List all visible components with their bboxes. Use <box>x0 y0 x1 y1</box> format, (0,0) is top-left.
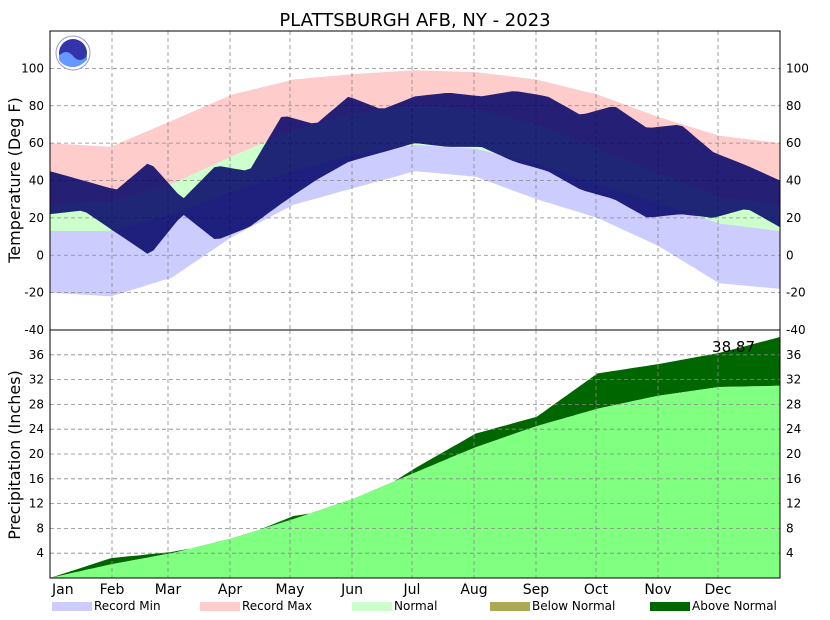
precipitation-total-label: 38.87 <box>712 338 755 356</box>
temp-tick-label-left: -40 <box>24 323 44 337</box>
precip-tick-label-right: 32 <box>786 373 801 387</box>
precip-tick-label-right: 4 <box>786 546 794 560</box>
temp-tick-label-right: -40 <box>786 323 806 337</box>
precip-tick-label-left: 24 <box>29 422 44 436</box>
legend-label: Record Max <box>242 599 312 613</box>
precip-tick-label-right: 24 <box>786 422 801 436</box>
month-label: Aug <box>460 582 487 598</box>
month-label: Apr <box>218 582 242 598</box>
precip-tick-label-left: 28 <box>29 397 44 411</box>
temp-tick-label-right: 0 <box>786 248 794 262</box>
legend-swatch <box>52 602 92 611</box>
chart-title: PLATTSBURGH AFB, NY - 2023 <box>279 10 550 31</box>
month-label: Jul <box>403 582 421 598</box>
precip-tick-label-right: 16 <box>786 472 801 486</box>
month-label: Mar <box>155 582 182 598</box>
temperature-panel: -40 -40 -20 -20 0 0 20 20 40 40 60 60 80 80 100 100 <box>21 30 809 337</box>
legend-label: Normal <box>394 599 437 613</box>
precipitation-axis-label: Precipitation (Inches) <box>5 370 24 540</box>
legend-swatch <box>200 602 240 611</box>
temp-tick-label-left: 60 <box>29 136 44 150</box>
precip-tick-label-left: 16 <box>29 472 44 486</box>
precip-tick-label-right: 36 <box>786 348 801 362</box>
month-label: Sep <box>523 582 550 598</box>
precip-tick-label-right: 20 <box>786 447 801 461</box>
temperature-axis-label: Temperature (Deg F) <box>5 97 24 264</box>
precip-tick-label-right: 28 <box>786 397 801 411</box>
precip-tick-label-left: 12 <box>29 497 44 511</box>
legend-swatch <box>490 602 530 611</box>
month-label: May <box>276 582 305 598</box>
temp-tick-label-left: -20 <box>24 286 44 300</box>
temp-tick-label-left: 80 <box>29 99 44 113</box>
month-label: Jan <box>51 582 74 598</box>
temp-tick-label-right: 60 <box>786 136 801 150</box>
precip-tick-label-left: 32 <box>29 373 44 387</box>
temp-tick-label-left: 0 <box>36 248 44 262</box>
legend-swatch <box>650 602 690 611</box>
month-label: Feb <box>100 582 125 598</box>
precip-above-normal-area <box>50 337 780 578</box>
precip-tick-label-left: 20 <box>29 447 44 461</box>
temp-tick-label-right: 20 <box>786 211 801 225</box>
precipitation-panel: 4 4 8 8 12 12 16 16 20 20 24 24 28 28 32 32 36 36 38.87 <box>29 329 801 579</box>
temp-tick-label-right: 100 <box>786 61 809 75</box>
temp-tick-label-right: 80 <box>786 99 801 113</box>
month-label: Dec <box>704 582 731 598</box>
precip-tick-label-right: 8 <box>786 521 794 535</box>
legend-label: Above Normal <box>692 599 777 613</box>
precip-tick-label-left: 8 <box>36 521 44 535</box>
precip-tick-label-left: 36 <box>29 348 44 362</box>
temp-tick-label-right: -20 <box>786 286 806 300</box>
legend-swatch <box>352 602 392 611</box>
temp-tick-label-left: 40 <box>29 174 44 188</box>
month-label: Jun <box>340 582 363 598</box>
precip-tick-label-right: 12 <box>786 497 801 511</box>
record-max-band <box>50 70 780 205</box>
legend-label: Record Min <box>94 599 161 613</box>
noaa-logo-icon <box>55 35 91 71</box>
precip-normal-area <box>50 385 780 578</box>
temp-tick-label-left: 20 <box>29 211 44 225</box>
legend-label: Below Normal <box>532 599 615 613</box>
temp-tick-label-left: 100 <box>21 61 44 75</box>
month-label: Oct <box>584 582 609 598</box>
temp-tick-label-right: 40 <box>786 174 801 188</box>
precip-tick-label-left: 4 <box>36 546 44 560</box>
observed-range <box>50 91 780 254</box>
month-label: Nov <box>644 582 671 598</box>
